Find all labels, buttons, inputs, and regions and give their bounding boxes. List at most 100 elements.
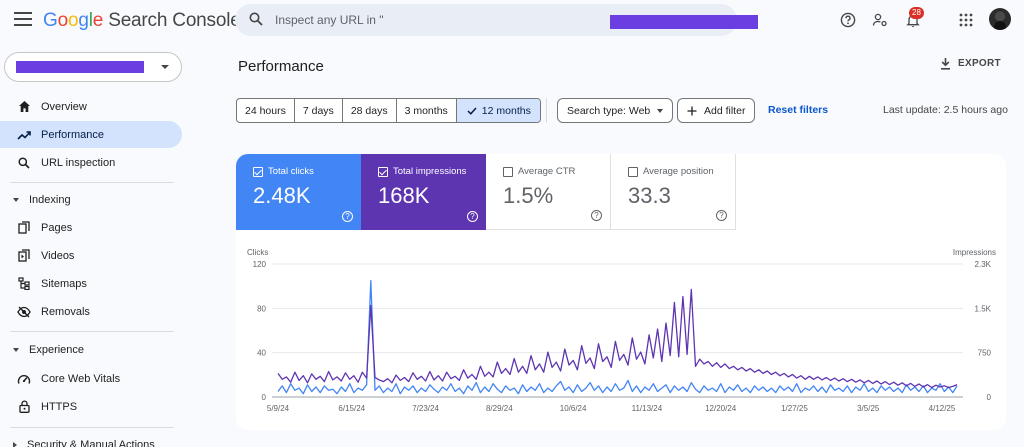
x-axis-tick-label: 12/20/24 — [705, 404, 737, 413]
range-7-days[interactable]: 7 days — [295, 99, 343, 122]
checkbox-icon[interactable] — [378, 166, 388, 177]
sidebar-item-overview[interactable]: Overview — [0, 93, 182, 120]
help-icon[interactable]: ? — [342, 211, 353, 222]
property-selector[interactable] — [4, 52, 182, 82]
plus-icon — [687, 106, 697, 115]
divider — [10, 427, 174, 428]
sidebar-item-label: Pages — [41, 221, 73, 234]
search-icon — [17, 156, 31, 170]
range-12-months[interactable]: 12 months — [456, 99, 540, 122]
export-label: EXPORT — [958, 58, 1001, 69]
range-28-days[interactable]: 28 days — [343, 99, 397, 122]
section-security-manual-actions[interactable]: Security & Manual Actions — [0, 434, 182, 447]
performance-card: Total clicks 2.48K ? Total impressions 1… — [236, 154, 1006, 430]
date-range-selector: 24 hours 7 days 28 days 3 months 12 mont… — [236, 98, 541, 123]
sidebar-item-url-inspection[interactable]: URL inspection — [0, 149, 182, 176]
avatar[interactable] — [989, 8, 1011, 30]
export-button[interactable]: EXPORT — [940, 57, 1001, 70]
metric-label: Average position — [643, 166, 714, 177]
sidebar-item-core-web-vitals[interactable]: Core Web Vitals — [0, 365, 182, 392]
help-icon[interactable]: ? — [591, 210, 602, 221]
right-axis-tick-label: 750 — [978, 349, 992, 358]
checkbox-icon[interactable] — [503, 166, 513, 177]
help-icon[interactable]: ? — [467, 211, 478, 222]
sidebar-item-videos[interactable]: Videos — [0, 242, 182, 269]
page-title: Performance — [238, 58, 324, 75]
top-bar: Google Search Console 28 — [0, 0, 1024, 42]
metric-total-impressions[interactable]: Total impressions 168K ? — [361, 154, 486, 230]
left-axis-tick-label: 40 — [257, 349, 266, 358]
section-experience[interactable]: Experience — [0, 339, 182, 361]
sidebar-item-https[interactable]: HTTPS — [0, 393, 182, 420]
last-update-text: Last update: 2.5 hours ago — [883, 104, 1008, 116]
video-icon — [17, 249, 31, 263]
help-icon[interactable]: ? — [716, 210, 727, 221]
right-axis-tick-label: 0 — [987, 393, 992, 402]
speed-icon — [17, 372, 31, 386]
range-label: 12 months — [481, 104, 531, 117]
section-label: Security & Manual Actions — [27, 439, 155, 447]
sidebar-item-label: HTTPS — [41, 400, 78, 413]
manage-accounts-icon[interactable] — [870, 10, 890, 30]
chevron-down-icon — [657, 108, 664, 113]
app-logo[interactable]: Google Search Console — [43, 10, 241, 31]
sidebar-item-sitemaps[interactable]: Sitemaps — [0, 270, 182, 297]
sidebar-item-label: Performance — [41, 128, 104, 141]
x-axis-tick-label: 3/5/25 — [857, 404, 880, 413]
range-3-months[interactable]: 3 months — [397, 99, 457, 122]
right-axis-tick-label: 2.3K — [975, 260, 992, 269]
sidebar: Overview Performance URL inspection Inde… — [0, 42, 190, 447]
url-inspection-search[interactable] — [235, 4, 758, 36]
add-filter-button[interactable]: Add filter — [677, 98, 756, 123]
check-icon — [467, 106, 477, 115]
x-axis-tick-label: 6/15/24 — [338, 404, 365, 413]
metric-average-ctr[interactable]: Average CTR 1.5% ? — [486, 154, 611, 230]
download-icon — [941, 58, 950, 70]
pages-icon — [17, 221, 31, 235]
redacted-property-name — [16, 61, 144, 73]
reset-filters-link[interactable]: Reset filters — [768, 104, 829, 116]
series-line-total-impressions — [277, 288, 958, 389]
x-axis-tick-label: 10/6/24 — [560, 404, 587, 413]
performance-chart[interactable]: Clicks Impressions 0408012007501.5K2.3K … — [236, 240, 1006, 430]
sidebar-item-performance[interactable]: Performance — [0, 121, 182, 148]
sidebar-item-pages[interactable]: Pages — [0, 214, 182, 241]
left-axis-tick-label: 0 — [262, 393, 267, 402]
left-axis-label: Clicks — [247, 248, 268, 257]
search-input[interactable] — [275, 10, 415, 30]
sidebar-item-removals[interactable]: Removals — [0, 298, 182, 325]
left-axis-tick-label: 80 — [257, 304, 266, 313]
redacted-property — [610, 15, 758, 29]
metric-label: Total clicks — [268, 166, 314, 177]
sidebar-item-label: Videos — [41, 249, 75, 262]
chevron-down-icon — [13, 198, 19, 202]
range-24-hours[interactable]: 24 hours — [237, 99, 295, 122]
metric-average-position[interactable]: Average position 33.3 ? — [611, 154, 736, 230]
metric-label: Average CTR — [518, 166, 576, 177]
sitemap-icon — [17, 277, 31, 291]
help-icon[interactable] — [838, 10, 858, 30]
checkbox-icon[interactable] — [253, 166, 263, 177]
metric-value: 2.48K — [253, 183, 311, 208]
visibility-off-icon — [17, 305, 31, 319]
checkbox-icon[interactable] — [628, 166, 638, 177]
divider — [10, 331, 174, 332]
right-axis-label: Impressions — [953, 248, 996, 257]
metric-value: 33.3 — [628, 183, 671, 208]
menu-icon[interactable] — [14, 12, 32, 26]
search-icon — [249, 12, 263, 26]
sidebar-item-label: Core Web Vitals — [41, 372, 121, 385]
x-axis-tick-label: 5/9/24 — [267, 404, 290, 413]
search-type-dropdown[interactable]: Search type: Web — [557, 98, 674, 123]
metric-total-clicks[interactable]: Total clicks 2.48K ? — [236, 154, 361, 230]
chevron-down-icon — [161, 65, 169, 69]
x-axis-tick-label: 4/12/25 — [929, 404, 956, 413]
metric-value: 168K — [378, 183, 430, 208]
home-icon — [17, 100, 31, 114]
section-indexing[interactable]: Indexing — [0, 189, 182, 211]
product-name: Search Console — [108, 10, 241, 31]
right-axis-tick-label: 1.5K — [975, 304, 992, 313]
metric-label: Total impressions — [393, 166, 467, 177]
apps-grid-icon[interactable] — [956, 10, 976, 30]
sidebar-item-label: Sitemaps — [41, 277, 87, 290]
